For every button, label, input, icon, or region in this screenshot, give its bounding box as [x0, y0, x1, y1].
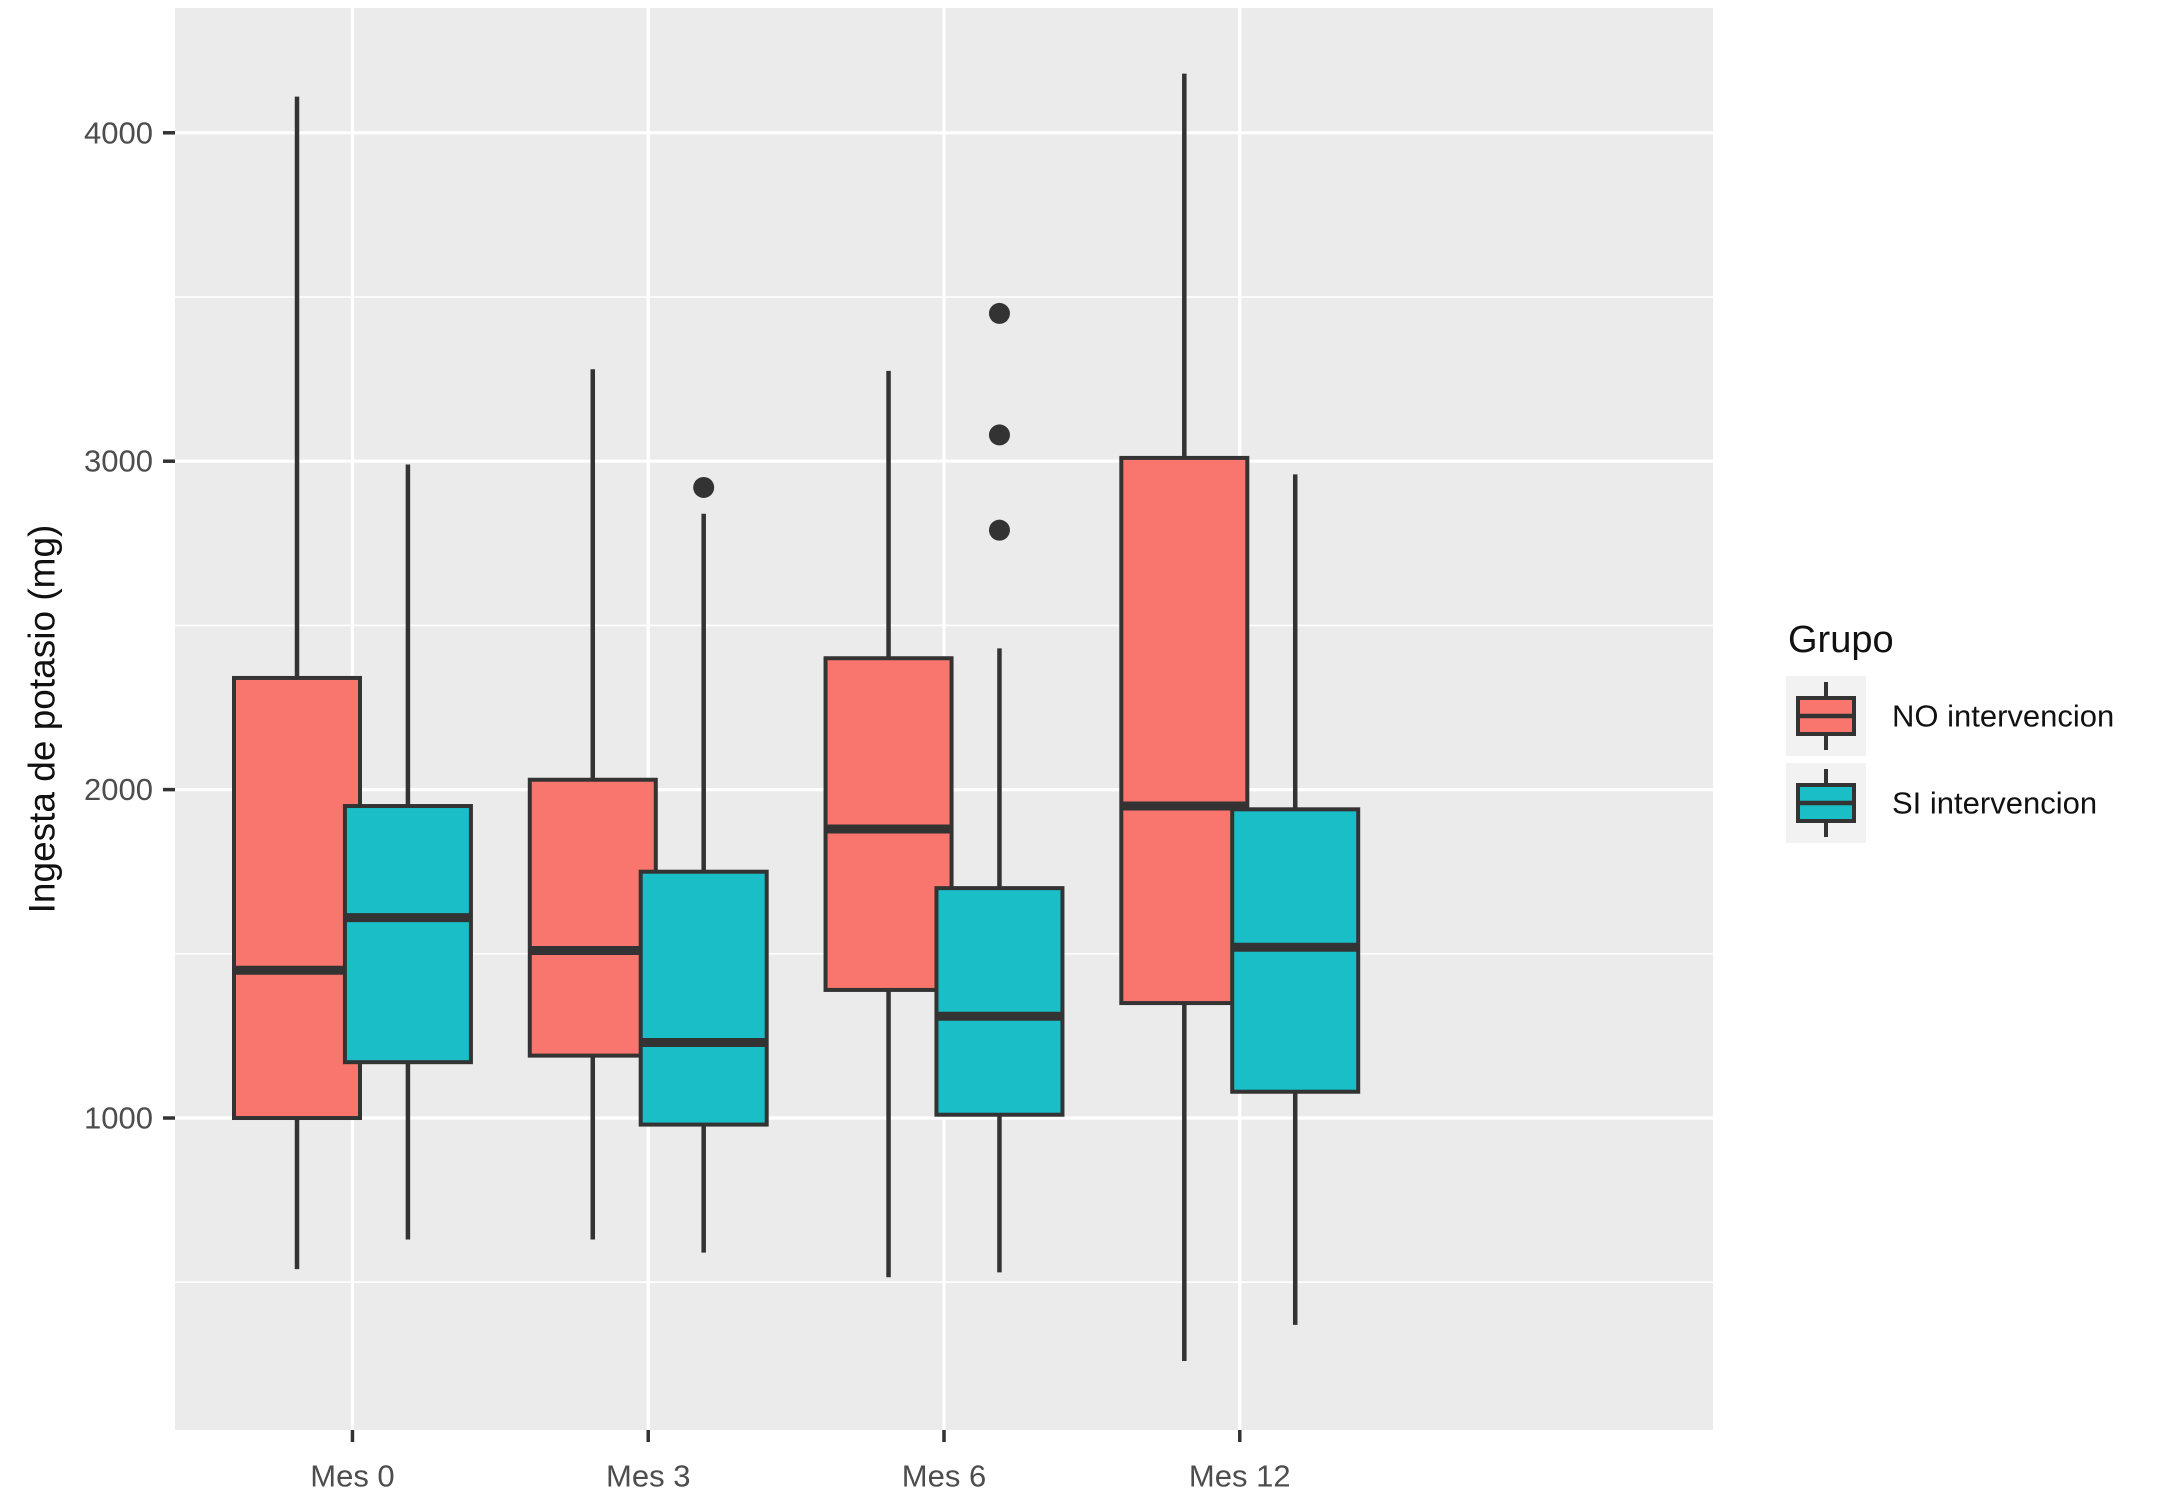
legend-entry: SI intervencion	[1786, 763, 2097, 843]
y-tick-label: 2000	[84, 772, 153, 807]
x-tick-label: Mes 6	[902, 1459, 986, 1494]
boxplot	[232, 96, 363, 1270]
legend-title: Grupo	[1788, 619, 1894, 661]
series-si-intervencion	[342, 302, 1361, 1325]
boxplot	[1230, 474, 1361, 1325]
outlier-point	[693, 476, 715, 498]
x-tick-label: Mes 0	[310, 1459, 394, 1494]
legend-label: SI intervencion	[1892, 786, 2097, 821]
y-tick-label: 4000	[84, 115, 153, 150]
y-tick-label: 1000	[84, 1101, 153, 1136]
iqr-box	[232, 675, 363, 1121]
boxplot	[527, 369, 658, 1240]
x-axis: Mes 0 Mes 3 Mes 6 Mes 12	[310, 1430, 1291, 1494]
iqr-box	[823, 656, 954, 992]
iqr-box	[527, 777, 658, 1058]
legend-label: NO intervencion	[1892, 699, 2114, 734]
boxplot	[638, 476, 769, 1253]
y-axis-title: Ingesta de potasio (mg)	[22, 525, 63, 914]
boxplot	[1119, 73, 1250, 1362]
boxplot	[342, 464, 473, 1240]
outlier-point	[988, 424, 1010, 446]
boxplot	[934, 302, 1065, 1273]
legend: Grupo NO intervencion SI intervencion	[1786, 619, 2114, 843]
iqr-box	[934, 886, 1065, 1117]
y-tick-label: 3000	[84, 444, 153, 479]
series-no-intervencion	[232, 73, 1250, 1362]
boxplot-series-group	[232, 73, 1361, 1362]
iqr-box	[638, 869, 769, 1127]
x-tick-label: Mes 3	[606, 1459, 690, 1494]
legend-entry: NO intervencion	[1786, 676, 2114, 756]
x-tick-label: Mes 12	[1189, 1459, 1291, 1494]
outlier-point	[988, 519, 1010, 541]
iqr-box	[342, 804, 473, 1065]
outlier-point	[988, 302, 1010, 324]
boxplot	[823, 370, 954, 1278]
iqr-box	[1119, 455, 1250, 1006]
y-axis: 1000 2000 3000 4000	[84, 115, 175, 1136]
